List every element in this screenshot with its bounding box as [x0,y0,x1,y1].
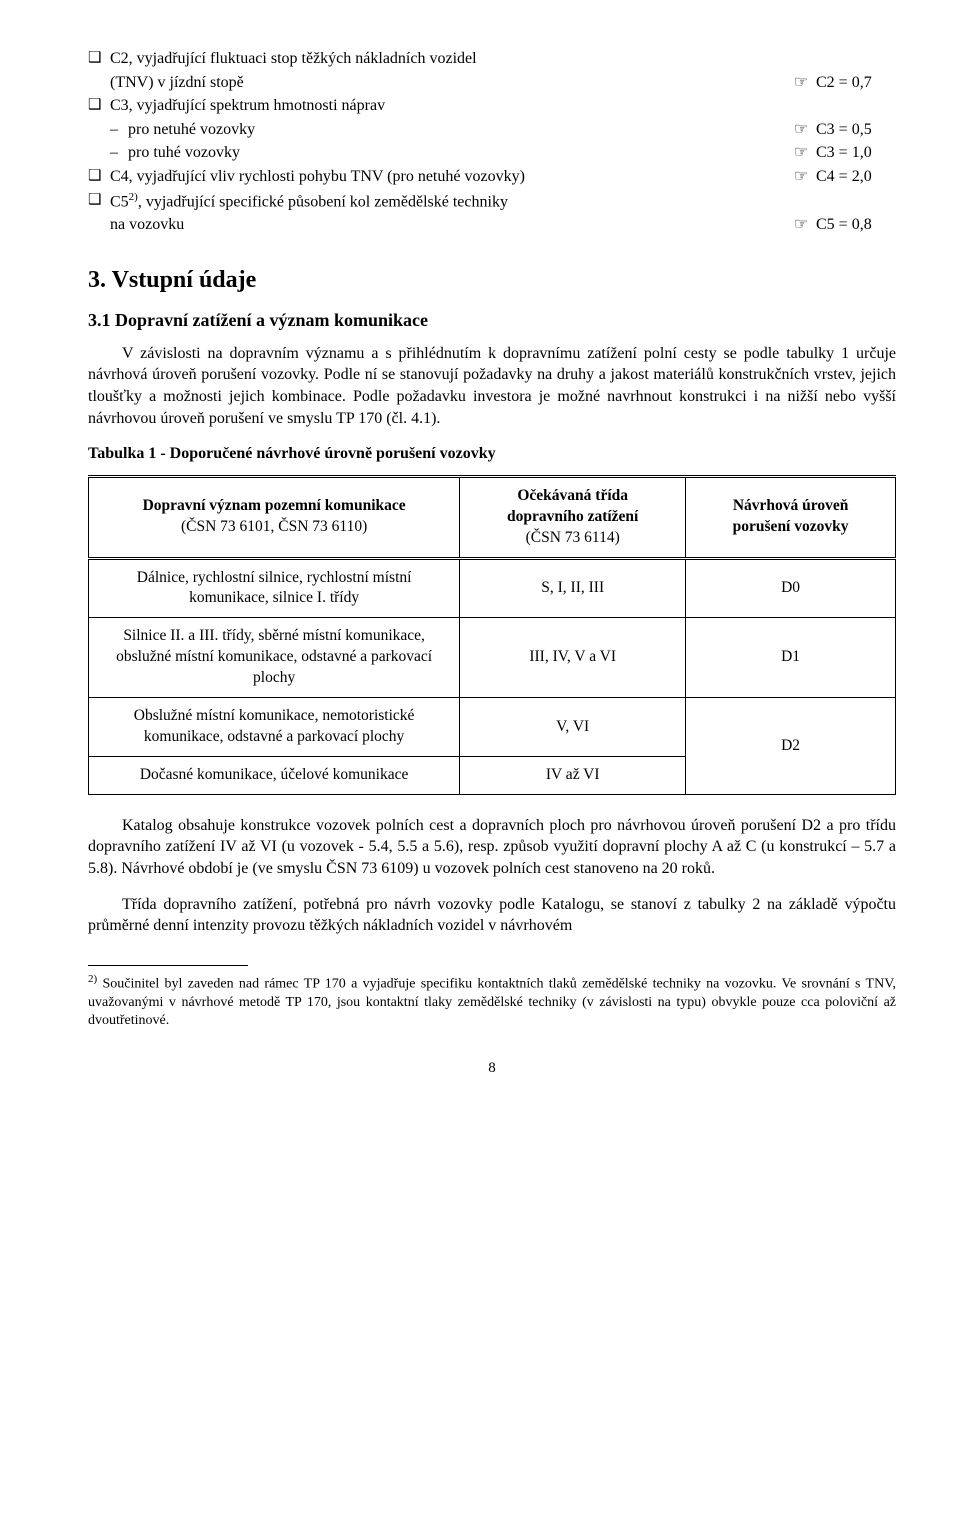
table1-head-row: Dopravní význam pozemní komunikace (ČSN … [89,476,896,558]
table1-head-col2: Očekávaná třída dopravního zatížení (ČSN… [460,476,686,558]
table1-r1c3: D0 [686,558,896,618]
pointer-icon: ☞ [786,142,816,164]
table1-caption: Tabulka 1 - Doporučené návrhové úrovně p… [88,443,896,465]
pointer-icon: ☞ [786,119,816,141]
c5-value: C5 = 0,8 [816,214,896,236]
section-3-1-title: 3.1 Dopravní zatížení a význam komunikac… [88,308,896,332]
list-item-c3-sub1: – pro netuhé vozovky ☞ C3 = 0,5 [110,119,896,141]
footnote-separator [88,965,248,966]
c5-text-line2: na vozovku [110,214,786,236]
c2-text-line1: C2, vyjadřující fluktuaci stop těžkých n… [110,48,896,70]
footnote-2: 2) Součinitel byl zaveden nad rámec TP 1… [88,972,896,1030]
list-item-c3: ❑ C3, vyjadřující spektrum hmotnosti náp… [88,95,896,117]
c3-sub2-text: pro tuhé vozovky [128,142,786,164]
c2-value: C2 = 0,7 [816,72,896,94]
section-3-1-p1: V závislosti na dopravním významu a s př… [88,343,896,429]
table1-head-col1: Dopravní význam pozemní komunikace (ČSN … [89,476,460,558]
c3-sub2-value: C3 = 1,0 [816,142,896,164]
table1-r4c2: IV až VI [460,756,686,794]
table1: Dopravní význam pozemní komunikace (ČSN … [88,475,896,795]
table-row: Dálnice, rychlostní silnice, rychlostní … [89,558,896,618]
table1-r2c2: III, IV, V a VI [460,618,686,698]
list-item-c4: ❑ C4, vyjadřující vliv rychlosti pohybu … [88,166,896,188]
list-item-c2: ❑ C2, vyjadřující fluktuaci stop těžkých… [88,48,896,70]
table-row: Obslužné místní komunikace, nemotoristic… [89,698,896,757]
pointer-icon: ☞ [786,214,816,236]
c4-text: C4, vyjadřující vliv rychlosti pohybu TN… [110,166,786,188]
box-bullet-icon: ❑ [88,166,110,186]
box-bullet-icon: ❑ [88,95,110,115]
coefficient-list: ❑ C2, vyjadřující fluktuaci stop těžkých… [88,48,896,236]
table1-r3c2: V, VI [460,698,686,757]
pointer-icon: ☞ [786,72,816,94]
c4-value: C4 = 2,0 [816,166,896,188]
c2-text-line2: (TNV) v jízdní stopě [110,72,786,94]
box-bullet-icon: ❑ [88,190,110,210]
table1-r2c1: Silnice II. a III. třídy, sběrné místní … [89,618,460,698]
dash-icon: – [110,142,128,164]
c5-text-line1: C52), vyjadřující specifické působení ko… [110,190,896,213]
table1-r1c2: S, I, II, III [460,558,686,618]
after-table-p2: Třída dopravního zatížení, potřebná pro … [88,894,896,937]
page-number: 8 [88,1058,896,1078]
c3-sub1-text: pro netuhé vozovky [128,119,786,141]
box-bullet-icon: ❑ [88,48,110,68]
table-row: Silnice II. a III. třídy, sběrné místní … [89,618,896,698]
c3-text: C3, vyjadřující spektrum hmotnosti nápra… [110,95,896,117]
list-item-c5: ❑ C52), vyjadřující specifické působení … [88,190,896,213]
after-table-p1: Katalog obsahuje konstrukce vozovek poln… [88,815,896,880]
section-3-title: 3. Vstupní údaje [88,264,896,296]
table1-r2c3: D1 [686,618,896,698]
table1-r4c1: Dočasné komunikace, účelové komunikace [89,756,460,794]
table1-r1c1: Dálnice, rychlostní silnice, rychlostní … [89,558,460,618]
table1-r3c3: D2 [686,698,896,795]
pointer-icon: ☞ [786,166,816,188]
list-item-c2-cont: (TNV) v jízdní stopě ☞ C2 = 0,7 [88,72,896,94]
list-item-c3-sub2: – pro tuhé vozovky ☞ C3 = 1,0 [110,142,896,164]
table1-r3c1: Obslužné místní komunikace, nemotoristic… [89,698,460,757]
list-item-c5-cont: na vozovku ☞ C5 = 0,8 [88,214,896,236]
dash-icon: – [110,119,128,141]
table1-head-col3: Návrhová úroveň porušení vozovky [686,476,896,558]
c3-sub1-value: C3 = 0,5 [816,119,896,141]
